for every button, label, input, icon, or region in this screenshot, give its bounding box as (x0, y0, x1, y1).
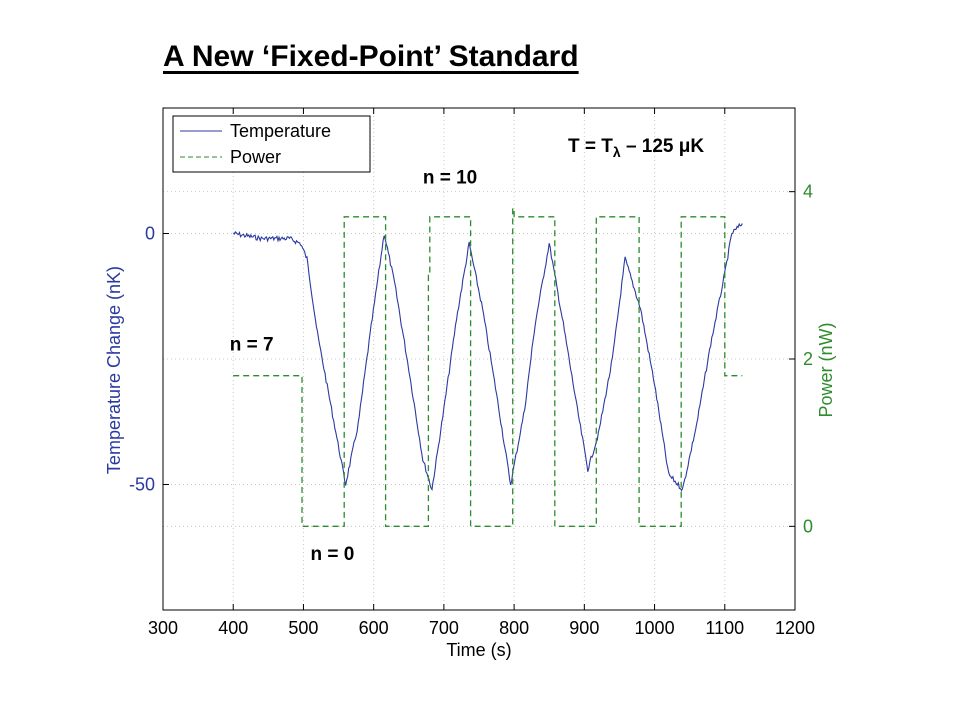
legend-power-label: Power (230, 147, 281, 167)
annotation-suffix: – 125 μK (621, 136, 705, 157)
x-tick-label: 1000 (635, 618, 675, 638)
state-label: n = 0 (310, 544, 354, 565)
x-tick-label: 300 (148, 618, 178, 638)
y-right-tick-label: 2 (803, 349, 813, 369)
state-label: n = 7 (230, 335, 274, 356)
state-label: n = 10 (423, 167, 477, 188)
axis-ticks: 300 400 500 600 700 800 900 1000 1100 1200 0 -50 0 2 4 (129, 108, 815, 638)
legend: Temperature Power (172, 115, 371, 173)
series-power-line (233, 207, 743, 527)
y-right-tick-label: 0 (803, 516, 813, 536)
y-left-tick-label: -50 (129, 475, 155, 495)
x-tick-label: 800 (499, 618, 529, 638)
series-temperature-line (232, 222, 743, 492)
legend-box (172, 115, 371, 173)
annotation-prefix: T = T (568, 136, 613, 157)
condition-annotation: T = Tλ – 125 μK (568, 136, 704, 160)
legend-temperature-label: Temperature (230, 121, 331, 141)
state-labels: n = 10 n = 7 n = 0 (230, 167, 478, 565)
x-tick-label: 500 (288, 618, 318, 638)
y-left-tick-label: 0 (145, 224, 155, 244)
x-tick-label: 1100 (705, 618, 744, 638)
x-axis-label: Time (s) (446, 640, 511, 660)
page-title: A New ‘Fixed-Point’ Standard (163, 40, 579, 73)
y-axis-right-label: Power (nW) (816, 322, 836, 417)
x-tick-label: 900 (569, 618, 599, 638)
series-layer (232, 207, 743, 527)
x-tick-label: 400 (218, 618, 248, 638)
y-axis-left-label: Temperature Change (nK) (104, 266, 124, 474)
x-tick-label: 600 (359, 618, 389, 638)
x-tick-label: 1200 (775, 618, 815, 638)
y-right-tick-label: 4 (803, 182, 813, 202)
annotation-subscript: λ (613, 144, 621, 160)
x-tick-label: 700 (429, 618, 459, 638)
